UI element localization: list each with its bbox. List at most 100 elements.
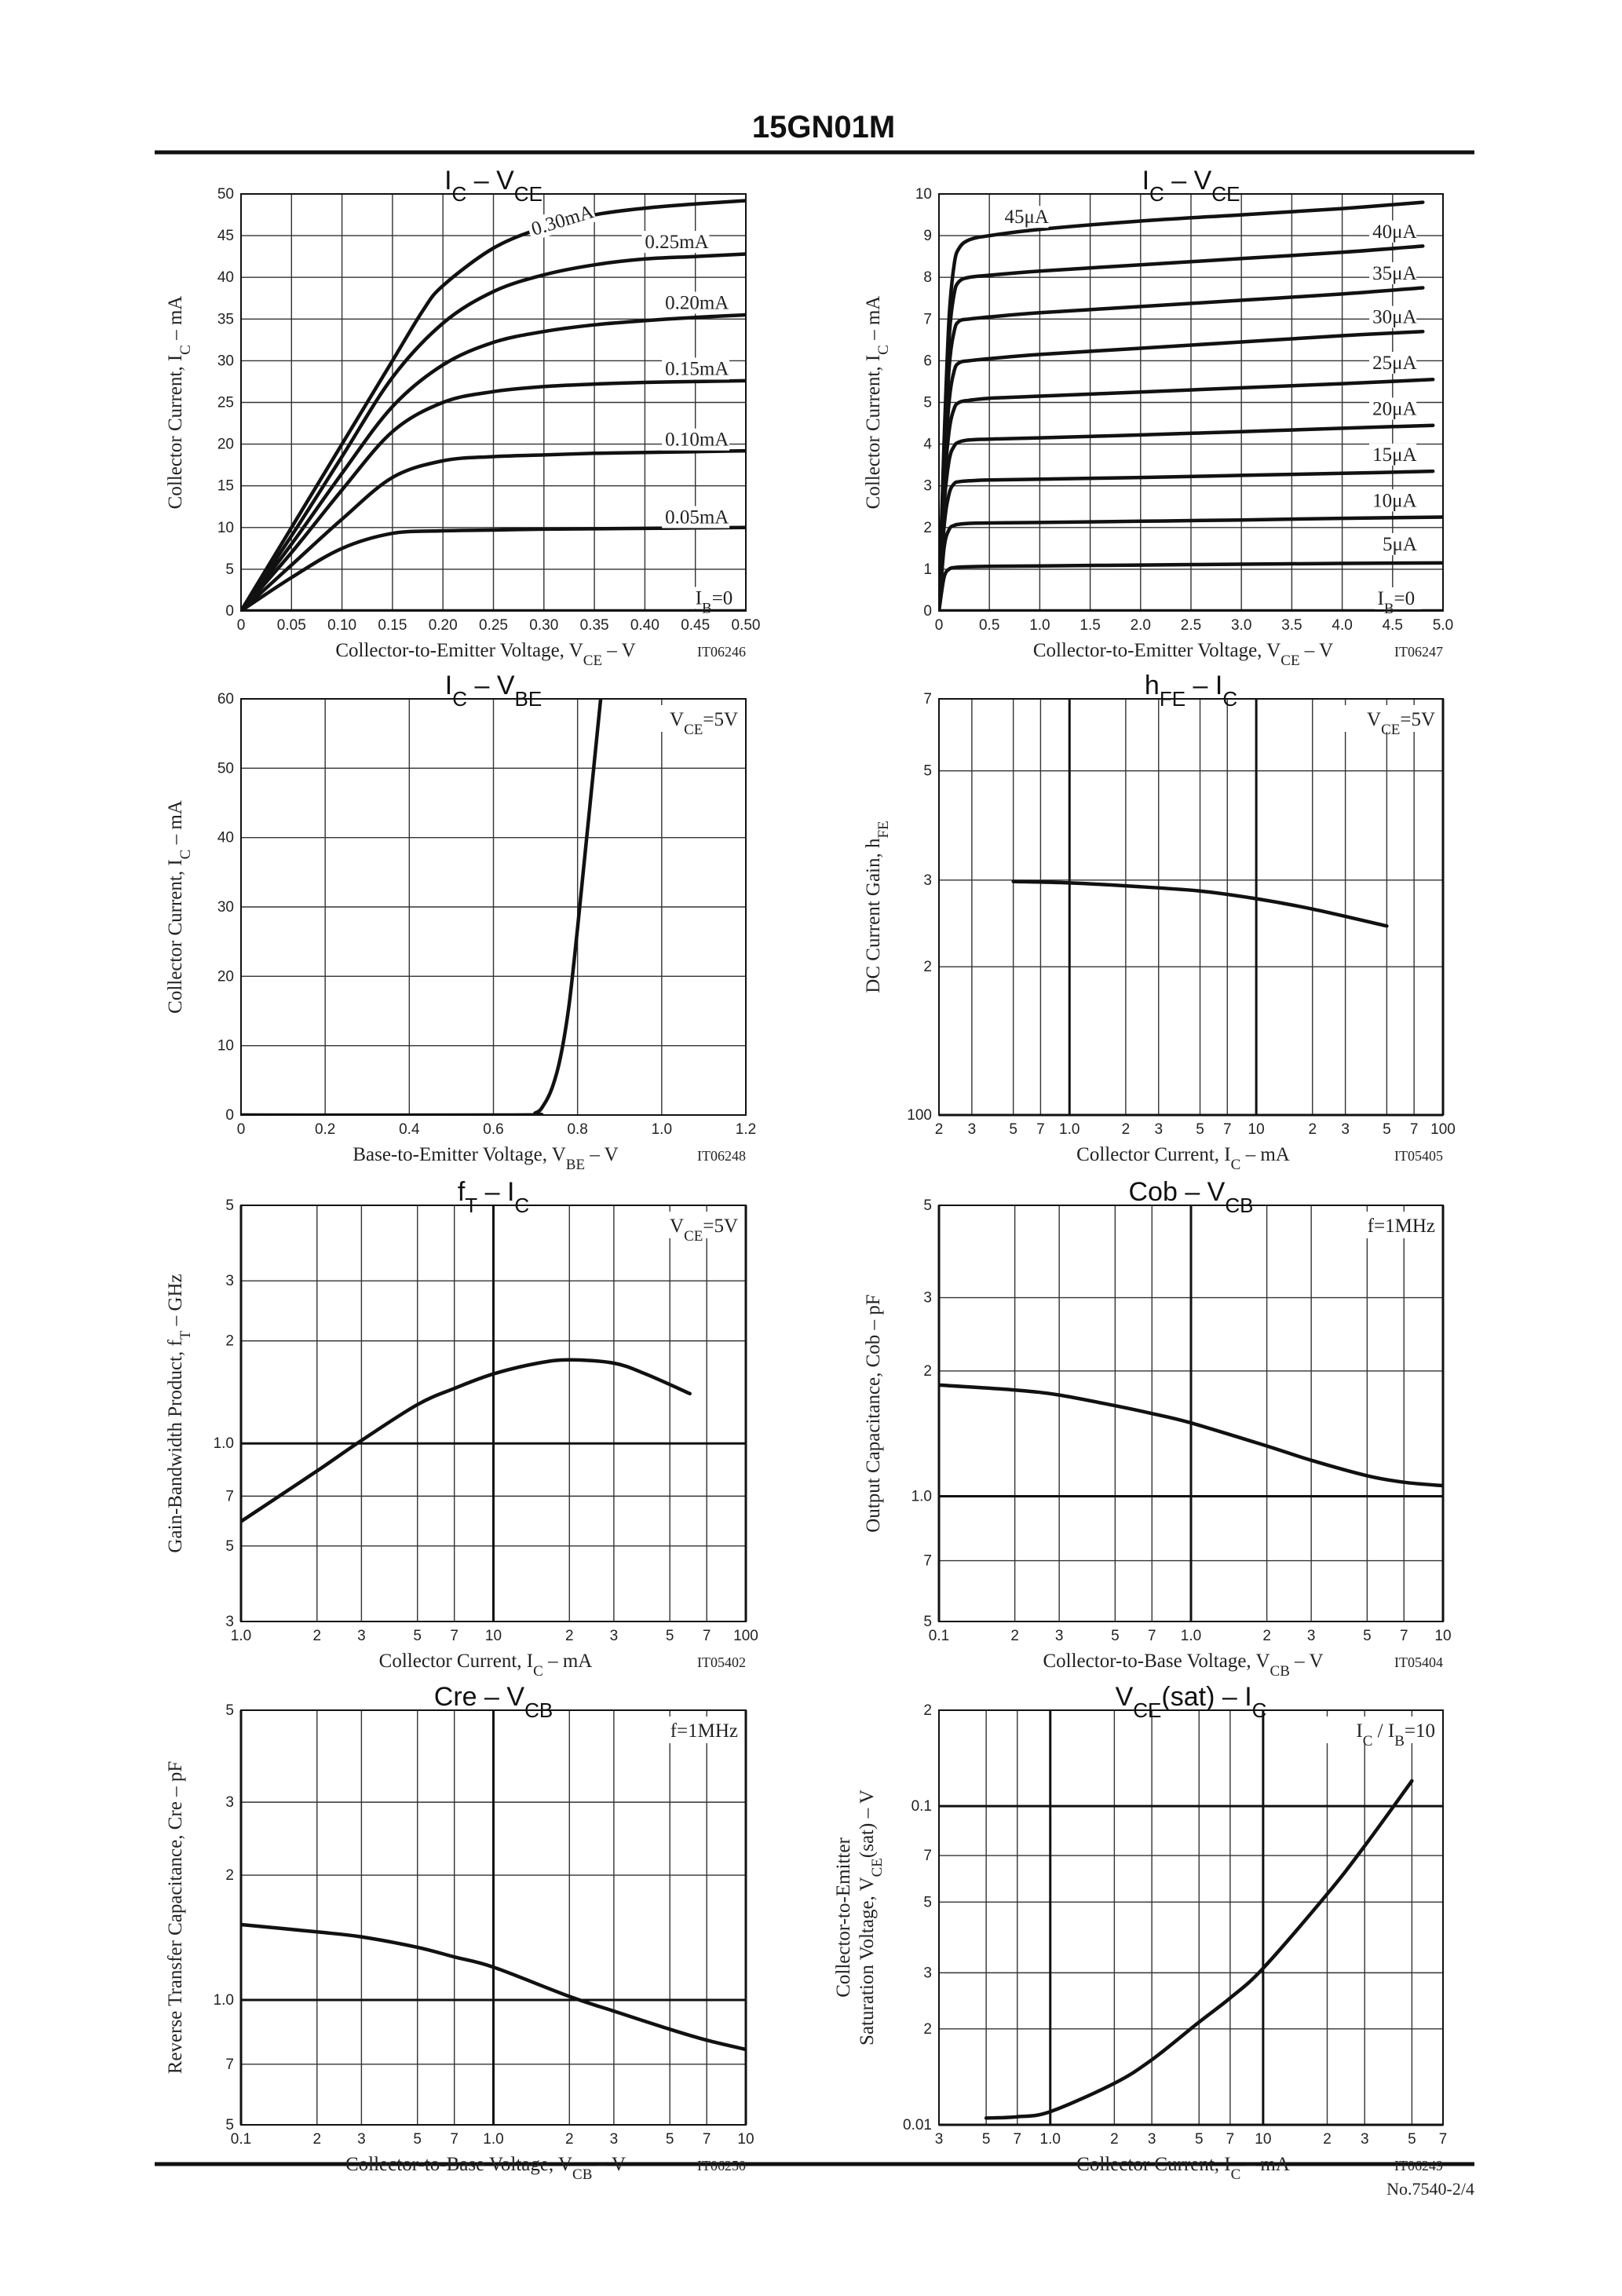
x-tick-label: 1.0 [1059, 1121, 1080, 1138]
x-tick-label: 7 [703, 1628, 711, 1644]
series-line-6 [939, 469, 1435, 611]
x-tick-label: 0.20 [429, 617, 458, 634]
series-label: 0.05mA [665, 506, 729, 528]
x-tick-label: 0.35 [580, 617, 609, 634]
y-axis-label: Collector Current, IC – mA [165, 296, 194, 510]
series-label-bg [1369, 352, 1417, 375]
chart-title: VCE(sat) – IC [1116, 1682, 1267, 1722]
x-tick-label: 5 [982, 2131, 991, 2148]
y-tick-label: 5 [923, 1894, 932, 1910]
x-tick-label: 5.0 [1433, 617, 1453, 634]
y-tick-label: 20 [217, 968, 234, 985]
series-label: 0.25mA [645, 232, 708, 253]
x-tick-label: 1.0 [483, 2131, 503, 2148]
x-tick-label: 10 [1255, 2131, 1271, 2148]
y-tick-label: 50 [217, 760, 234, 777]
x-tick-label: 5 [1111, 1628, 1120, 1644]
series-label-bg [1369, 261, 1417, 284]
y-tick-label: 0.01 [903, 2117, 932, 2133]
x-axis-label: Collector-to-Emitter Voltage, VCE – V [1033, 640, 1333, 669]
series-label: 40μA [1372, 221, 1416, 243]
x-tick-label: 3 [968, 1121, 977, 1138]
series-line-3 [241, 378, 746, 611]
series-label: 0.15mA [665, 358, 729, 379]
x-tick-label: 0.05 [277, 617, 306, 634]
series-line-5 [939, 423, 1435, 611]
figure-code: IT05404 [1394, 1654, 1443, 1670]
figure-code: IT06250 [697, 2158, 746, 2174]
y-tick-label: 40 [217, 830, 234, 846]
x-tick-label: 5 [1195, 2131, 1204, 2148]
y-tick-label: 5 [923, 763, 932, 780]
series-line-4 [241, 448, 746, 611]
y-axis-label: Collector Current, IC – mA [165, 800, 194, 1014]
x-tick-label: 4.5 [1383, 617, 1403, 634]
condition-annotation: VCE=5V [1367, 709, 1435, 738]
series-label: 10μA [1372, 490, 1416, 511]
chart-0: 0 0.05 0.10 0.15 0.20 0.25 0.30 0.35 0.40 0.45 0.5… [165, 166, 760, 669]
x-tick-label: 4.0 [1332, 617, 1352, 634]
y-tick-label: 5 [225, 1702, 234, 1719]
x-tick-label: 0.45 [681, 617, 710, 634]
chart-4: 1.0 2 3 5 7 10 2 3 5 7 100 3 5 7 1.0 2 3 5 fT – IC Collecto… [165, 1177, 758, 1680]
x-tick-label: 5 [666, 1628, 674, 1644]
annotation-bg [620, 705, 738, 732]
x-tick-label: 0.4 [399, 1121, 420, 1138]
y-tick-label: 7 [923, 1848, 932, 1864]
y-tick-label: 10 [217, 520, 234, 536]
x-tick-label: 100 [1430, 1121, 1456, 1138]
series-label: 0.20mA [665, 293, 729, 314]
y-tick-label: 3 [923, 1965, 932, 1981]
series-line-0 [241, 1922, 746, 2052]
figure-code: IT06247 [1394, 644, 1443, 660]
chart-title: Cre – VCB [434, 1682, 553, 1722]
y-tick-label: 100 [907, 1107, 932, 1124]
annotation-bg [1317, 705, 1435, 732]
y-tick-label: 3 [923, 478, 932, 495]
y-tick-label: 5 [225, 2117, 234, 2133]
figure-code: IT06248 [697, 1148, 746, 1164]
series-line-8 [939, 561, 1443, 611]
y-axis-label: Collector-to-Emitter [833, 1837, 854, 1998]
x-tick-label: 2.0 [1131, 617, 1151, 634]
x-tick-label: 0.1 [929, 1628, 949, 1644]
y-tick-label: 2 [923, 2021, 932, 2038]
series-label-bg [662, 291, 730, 314]
y-tick-label: 7 [923, 1553, 932, 1570]
y-tick-label: 40 [217, 269, 234, 286]
series-label: IB=0 [696, 588, 733, 617]
x-tick-label: 5 [666, 2131, 674, 2148]
plot-frame [240, 1205, 747, 1622]
series-label: 25μA [1372, 353, 1416, 374]
x-tick-label: 7 [1400, 1628, 1408, 1644]
x-tick-label: 0.10 [327, 617, 356, 634]
x-tick-label: 1.0 [1040, 2131, 1061, 2148]
y-tick-label: 0 [225, 603, 234, 620]
x-tick-label: 2 [935, 1121, 944, 1138]
series-label-bg [692, 587, 740, 609]
y-tick-label: 5 [225, 1538, 234, 1555]
chart-title: fT – IC [458, 1177, 529, 1217]
y-tick-label: 8 [923, 269, 932, 286]
series-label-bg [1369, 220, 1417, 243]
y-tick-label: 1 [923, 561, 932, 578]
x-axis-label: Collector Current, IC – mA [1076, 1144, 1290, 1173]
x-tick-label: 3 [1148, 2131, 1156, 2148]
series-line-0 [1011, 879, 1389, 928]
x-tick-label: 2 [565, 2131, 574, 2148]
x-tick-label: 2 [1308, 1121, 1317, 1138]
series-label: 0.30mA [529, 201, 597, 240]
x-tick-label: 7 [1223, 1121, 1232, 1138]
x-tick-label: 7 [1226, 2131, 1235, 2148]
x-axis-label: Collector-to-Base Voltage, VCB – V [345, 2154, 626, 2183]
series-label-bg [1369, 305, 1417, 328]
y-tick-label: 4 [923, 437, 932, 453]
y-tick-label: 60 [217, 691, 234, 707]
x-tick-label: 7 [1148, 1628, 1156, 1644]
series-label: 45μA [1004, 207, 1048, 228]
doc-number: No.7540-2/4 [1386, 2179, 1474, 2199]
x-tick-label: 0.6 [483, 1121, 503, 1138]
annotation-bg [620, 1717, 738, 1743]
series-line-0 [939, 1383, 1443, 1488]
